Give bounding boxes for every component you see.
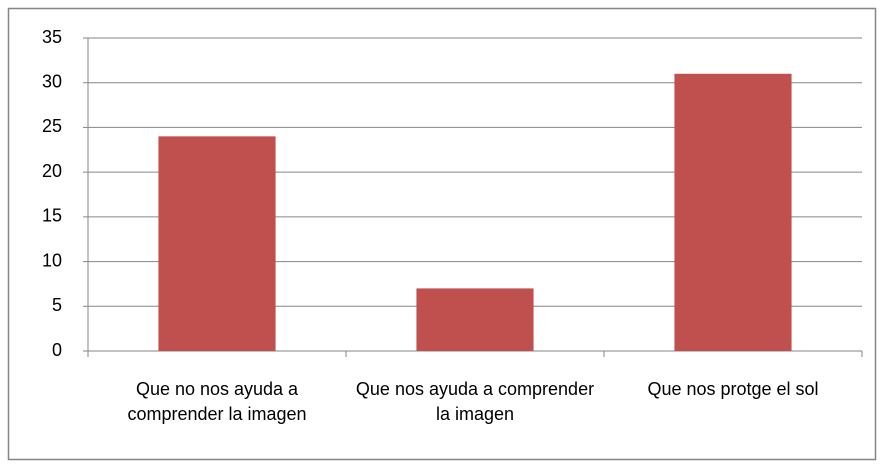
x-tick-label: Que nos protge el sol — [647, 379, 819, 399]
bar — [416, 288, 534, 351]
y-tick-label: 0 — [52, 340, 62, 360]
y-tick-label: 30 — [42, 71, 62, 91]
y-tick-label: 5 — [52, 295, 62, 315]
y-tick-label: 20 — [42, 161, 62, 181]
y-tick-label: 10 — [42, 250, 62, 270]
y-tick-label: 35 — [42, 27, 62, 47]
bar — [158, 136, 276, 351]
y-tick-label: 25 — [42, 116, 62, 136]
bar — [674, 73, 792, 352]
y-tick-label: 15 — [42, 206, 62, 226]
x-tick-label: Que nos ayuda a comprender la imagen — [355, 379, 595, 424]
x-tick-label: Que no nos ayuda a comprender la imagen — [127, 379, 307, 424]
